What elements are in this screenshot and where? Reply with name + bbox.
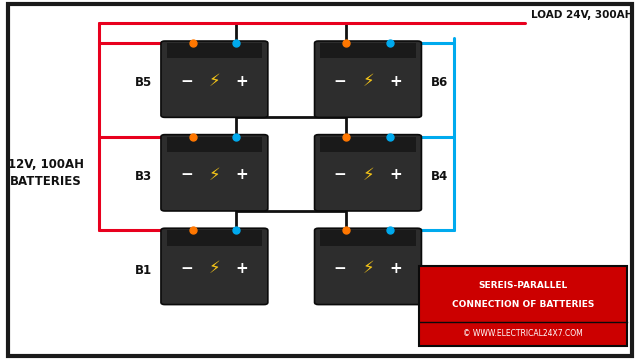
Text: ⚡: ⚡ (362, 259, 374, 277)
FancyBboxPatch shape (314, 228, 422, 305)
Text: +: + (389, 167, 402, 182)
Text: +: + (236, 167, 248, 182)
Bar (320, 137, 416, 152)
FancyBboxPatch shape (314, 41, 422, 117)
Text: ⚡: ⚡ (209, 166, 220, 184)
Text: SEREIS-PARALLEL: SEREIS-PARALLEL (479, 281, 568, 289)
Text: +: + (389, 73, 402, 89)
Text: B4: B4 (430, 170, 447, 183)
Bar (166, 137, 262, 152)
Text: B1: B1 (135, 264, 152, 276)
FancyBboxPatch shape (161, 41, 268, 117)
Text: ⚡: ⚡ (362, 166, 374, 184)
Bar (419, 266, 627, 346)
FancyBboxPatch shape (161, 135, 268, 211)
Text: +: + (236, 261, 248, 276)
Text: B6: B6 (430, 76, 447, 89)
Text: ⚡: ⚡ (209, 259, 220, 277)
Text: +: + (389, 261, 402, 276)
FancyBboxPatch shape (161, 228, 268, 305)
Bar (166, 230, 262, 246)
Bar (320, 230, 416, 246)
FancyBboxPatch shape (314, 135, 422, 211)
Text: LOAD 24V, 300AH: LOAD 24V, 300AH (531, 10, 634, 20)
Text: ⚡: ⚡ (209, 72, 220, 90)
Text: −: − (334, 261, 347, 276)
Text: −: − (180, 73, 193, 89)
Text: B5: B5 (135, 76, 152, 89)
Text: −: − (334, 167, 347, 182)
Text: −: − (180, 261, 193, 276)
Text: B3: B3 (135, 170, 152, 183)
Text: B2: B2 (430, 264, 447, 276)
Text: +: + (236, 73, 248, 89)
Bar (166, 43, 262, 58)
Text: 12V, 100AH
BATTERIES: 12V, 100AH BATTERIES (8, 158, 84, 188)
Bar (320, 43, 416, 58)
Text: −: − (334, 73, 347, 89)
Text: CONNECTION OF BATTERIES: CONNECTION OF BATTERIES (452, 300, 595, 309)
Text: © WWW.ELECTRICAL24X7.COM: © WWW.ELECTRICAL24X7.COM (463, 329, 583, 338)
Text: −: − (180, 167, 193, 182)
Text: ⚡: ⚡ (362, 72, 374, 90)
